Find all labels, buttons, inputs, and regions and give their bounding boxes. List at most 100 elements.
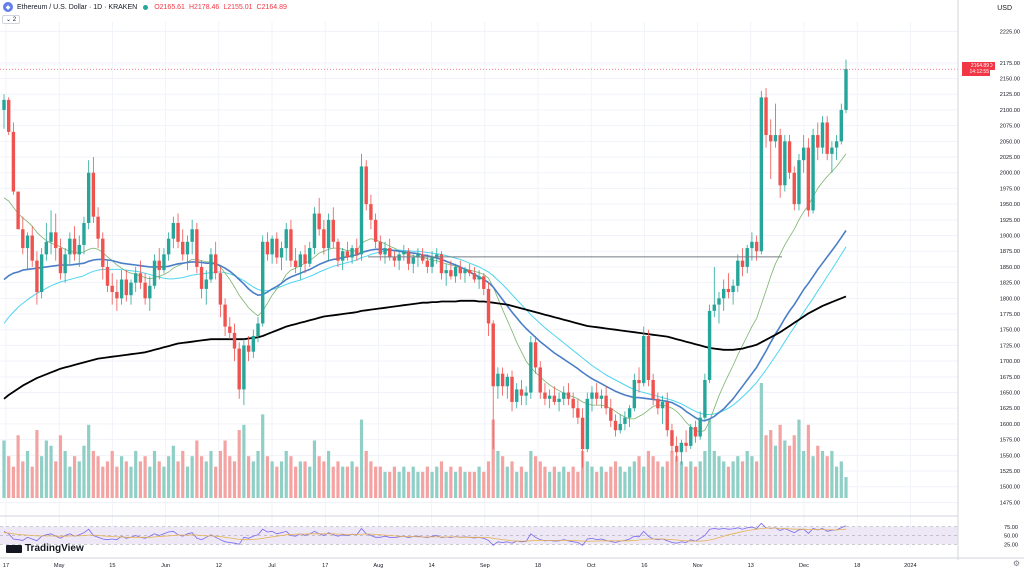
volume-bar [806,424,810,498]
volume-bar [289,456,293,498]
volume-bar [698,461,702,498]
volume-bar [397,471,401,498]
volume-bar [449,466,453,498]
volume-bar [232,461,237,498]
candle-body [703,379,707,418]
candle-body [656,398,660,409]
volume-bar [675,456,679,498]
volume-bar [519,466,524,498]
price-tick-label: 1725.00 [1000,343,1020,349]
candle-body [773,135,778,142]
volume-bar [176,461,180,498]
price-tick-label: 1675.00 [1000,375,1020,381]
time-tick-label: Jul [268,563,275,569]
candle-body [515,389,519,402]
candle-body [524,392,528,396]
candle-body [340,251,345,261]
volume-bar [171,445,175,498]
rsi-pane [0,515,958,546]
candle-body [736,260,740,286]
volume-bar [651,456,655,498]
candle-body [721,288,726,299]
volume-bar [825,456,829,498]
candle-body [204,279,208,289]
price-tick-label: 1500.00 [1000,485,1020,491]
currency-label[interactable]: USD [997,5,1012,12]
candle-body [7,99,11,132]
gear-icon[interactable]: ⚙ [1012,559,1020,568]
volume-bar [63,450,67,498]
price-tick-label: 1700.00 [1000,359,1020,365]
candle-body [166,238,171,255]
volume-bar [590,466,594,498]
candle-body [505,376,510,387]
tradingview-logo[interactable]: TradingView [6,543,84,554]
volume-bar [49,445,53,498]
volume-bar [458,466,462,498]
time-axis[interactable]: 17 May 15 Jun 12 Jul 17 Aug 14 Sep 18 Oct 16 Nov 13 Dec… [0,557,1024,569]
volume-bar [496,450,500,498]
candle-body [731,285,735,293]
candle-body [209,254,213,280]
indicator-count-badge[interactable]: ⌄ 2 [2,15,21,24]
volume-bar [115,466,119,498]
volume-bar [152,450,157,498]
volume-bar [87,424,91,498]
volume-bar [105,461,110,498]
price-tick-label: 1475.00 [1000,500,1020,506]
candle-body [171,222,176,239]
volume-bar [341,466,345,498]
candle-body [472,273,477,280]
price-tick-label: 1975.00 [1000,186,1020,192]
volume-bar [77,461,81,498]
volume-bar [811,456,815,498]
volume-bar [101,466,105,498]
volume-bar [580,450,585,498]
volume-bar [91,450,95,498]
volume-bar [96,456,100,498]
candle-body [293,260,298,267]
candle-body [185,241,190,255]
volume-bar [138,461,143,498]
price-axis[interactable]: 2225.00 2175.00 2150.00 2125.00 2100.00 2075.… [957,0,1020,560]
price-tick-label: 1550.00 [1000,453,1020,459]
volume-bar [646,450,651,498]
candle-body [256,323,260,337]
volume-bar [501,456,505,498]
candle-body [312,213,317,249]
time-tick-label: 14 [428,563,434,569]
volume-bar [660,466,665,498]
candle-body [411,257,415,264]
candle-body [712,304,716,311]
symbol-title[interactable]: Ethereum / U.S. Dollar · 1D · KRAKEN [17,3,138,11]
candle-body [232,332,237,349]
volume-bar [486,461,491,498]
candle-body [458,266,462,274]
candle-body [16,191,20,230]
volume-bar [562,466,566,498]
candle-body [68,238,72,255]
volume-bar [435,466,439,498]
ma-long-line [3,295,847,400]
candle-body [82,222,86,245]
candle-body [745,248,749,267]
candle-body [801,147,806,161]
candle-body [811,135,815,211]
candle-body [176,222,180,242]
price-tick-label: 1575.00 [1000,438,1020,444]
candle-body [251,336,256,352]
candle-body [270,238,274,255]
ethereum-icon: ◆ [3,2,13,12]
price-tick-label: 1925.00 [1000,218,1020,224]
volume-bar [533,456,538,498]
volume-bar [383,471,387,498]
candle-body [388,248,392,258]
price-tick-label: 1800.00 [1000,296,1020,302]
candle-body [707,310,712,380]
candle-body [651,379,655,399]
candle-body [825,122,829,154]
candle-body [444,270,448,274]
candle-body [373,219,378,242]
volume-bar [331,466,335,498]
